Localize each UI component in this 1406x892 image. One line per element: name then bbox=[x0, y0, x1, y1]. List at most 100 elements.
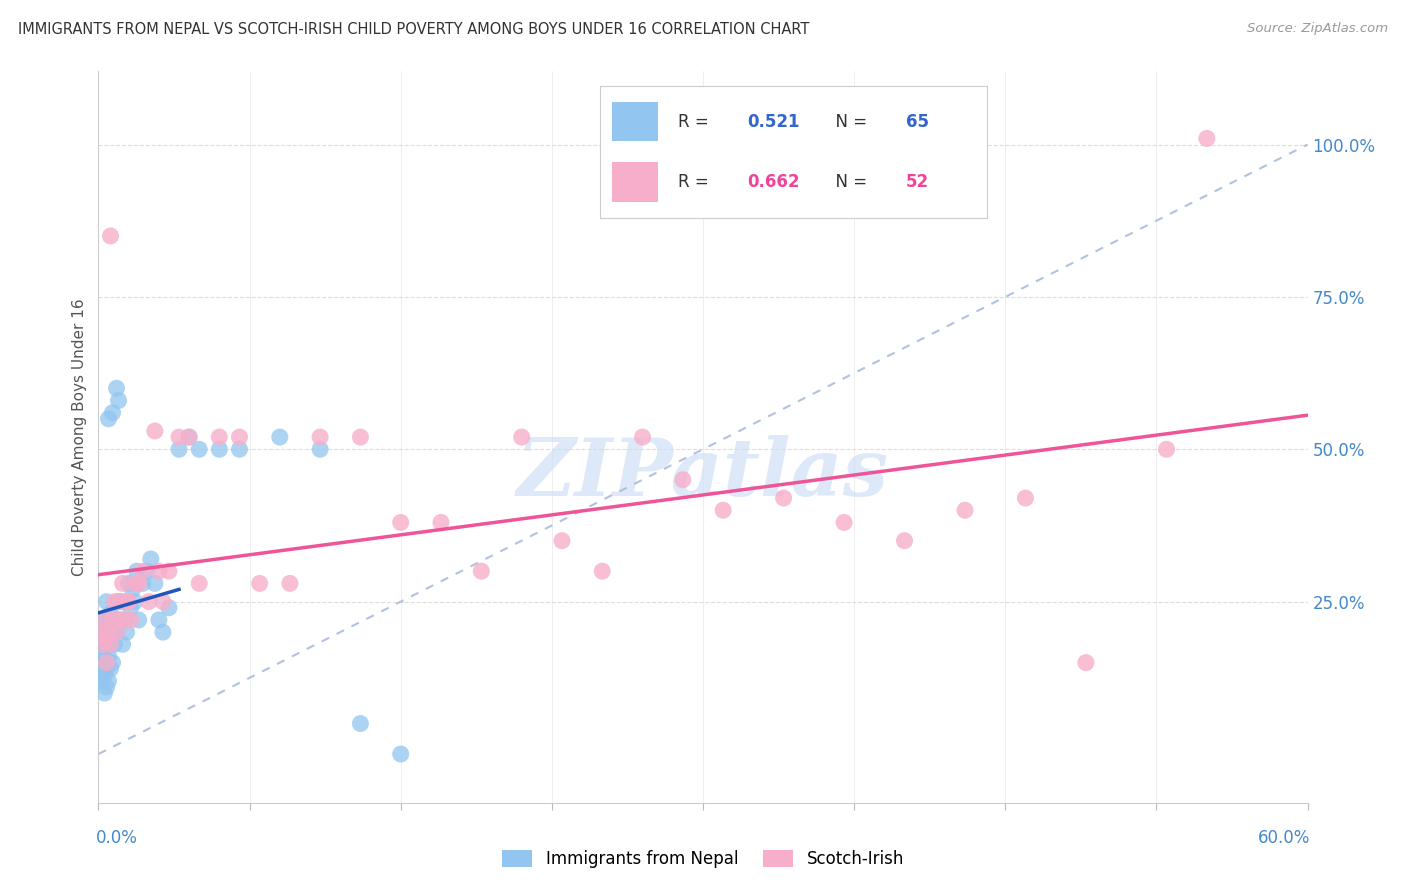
Point bbox=[103, 637, 125, 651]
Point bbox=[953, 503, 976, 517]
Point bbox=[128, 613, 150, 627]
Point bbox=[89, 662, 111, 676]
Point bbox=[103, 613, 125, 627]
Point bbox=[89, 656, 111, 670]
Point bbox=[96, 637, 118, 651]
Point bbox=[389, 516, 412, 530]
Point bbox=[103, 594, 125, 608]
Point bbox=[91, 625, 114, 640]
Point bbox=[97, 673, 120, 688]
Point bbox=[93, 686, 115, 700]
Point bbox=[132, 576, 155, 591]
Point bbox=[1195, 131, 1218, 145]
Point bbox=[167, 442, 190, 457]
Point bbox=[105, 381, 128, 395]
Point bbox=[124, 594, 146, 608]
Point bbox=[120, 613, 142, 627]
Point bbox=[91, 613, 114, 627]
Point bbox=[96, 613, 118, 627]
Point bbox=[188, 576, 211, 591]
Point bbox=[111, 637, 134, 651]
Point bbox=[132, 564, 155, 578]
Point bbox=[96, 632, 118, 646]
Point bbox=[110, 613, 132, 627]
Point bbox=[551, 533, 574, 548]
Point bbox=[115, 625, 138, 640]
Point bbox=[91, 656, 114, 670]
Point bbox=[249, 576, 271, 591]
Point bbox=[115, 594, 138, 608]
Point bbox=[138, 594, 160, 608]
Point bbox=[148, 613, 170, 627]
Point bbox=[139, 552, 162, 566]
Point bbox=[118, 594, 141, 608]
Point bbox=[97, 625, 120, 640]
Point bbox=[124, 576, 146, 591]
Point bbox=[91, 637, 114, 651]
Point bbox=[591, 564, 613, 578]
Point bbox=[152, 625, 174, 640]
Point bbox=[89, 673, 111, 688]
Point bbox=[157, 600, 180, 615]
Point bbox=[110, 613, 132, 627]
Point bbox=[179, 430, 201, 444]
Point bbox=[96, 594, 118, 608]
Point bbox=[100, 637, 122, 651]
Point bbox=[711, 503, 734, 517]
Text: 0.0%: 0.0% bbox=[96, 829, 138, 847]
Point bbox=[114, 613, 136, 627]
Point bbox=[89, 643, 111, 657]
Point bbox=[91, 667, 114, 681]
Point bbox=[91, 649, 114, 664]
Y-axis label: Child Poverty Among Boys Under 16: Child Poverty Among Boys Under 16 bbox=[72, 298, 87, 576]
Point bbox=[309, 442, 332, 457]
Point bbox=[157, 564, 180, 578]
Point bbox=[107, 594, 129, 608]
Point bbox=[93, 613, 115, 627]
Point bbox=[101, 406, 124, 420]
Point bbox=[111, 576, 134, 591]
Point bbox=[100, 637, 122, 651]
Point bbox=[89, 637, 111, 651]
Point bbox=[389, 747, 412, 761]
Point bbox=[121, 582, 143, 597]
Point bbox=[152, 594, 174, 608]
Point bbox=[107, 594, 129, 608]
Point bbox=[101, 613, 124, 627]
Point bbox=[228, 442, 250, 457]
Point bbox=[96, 662, 118, 676]
Point bbox=[470, 564, 492, 578]
Point bbox=[96, 680, 118, 694]
Point bbox=[93, 619, 115, 633]
Point bbox=[97, 412, 120, 426]
Point bbox=[832, 516, 855, 530]
Point bbox=[148, 564, 170, 578]
Point bbox=[772, 491, 794, 505]
Point bbox=[111, 594, 134, 608]
Point bbox=[208, 442, 231, 457]
Point bbox=[143, 576, 166, 591]
Point bbox=[101, 625, 124, 640]
Point bbox=[128, 576, 150, 591]
Point bbox=[1014, 491, 1036, 505]
Point bbox=[100, 607, 122, 621]
Point bbox=[179, 430, 201, 444]
Point bbox=[97, 625, 120, 640]
Text: ZIPatlas: ZIPatlas bbox=[517, 435, 889, 512]
Point bbox=[278, 576, 301, 591]
Point bbox=[510, 430, 533, 444]
Point bbox=[228, 430, 250, 444]
Point bbox=[143, 424, 166, 438]
Point bbox=[89, 625, 111, 640]
Point bbox=[120, 600, 142, 615]
Point bbox=[208, 430, 231, 444]
Point bbox=[1156, 442, 1178, 457]
Text: IMMIGRANTS FROM NEPAL VS SCOTCH-IRISH CHILD POVERTY AMONG BOYS UNDER 16 CORRELAT: IMMIGRANTS FROM NEPAL VS SCOTCH-IRISH CH… bbox=[18, 22, 810, 37]
Point bbox=[105, 625, 128, 640]
Legend: Immigrants from Nepal, Scotch-Irish: Immigrants from Nepal, Scotch-Irish bbox=[495, 843, 911, 875]
Point bbox=[91, 637, 114, 651]
Point bbox=[118, 576, 141, 591]
Point bbox=[135, 564, 157, 578]
Text: 60.0%: 60.0% bbox=[1258, 829, 1310, 847]
Point bbox=[101, 656, 124, 670]
